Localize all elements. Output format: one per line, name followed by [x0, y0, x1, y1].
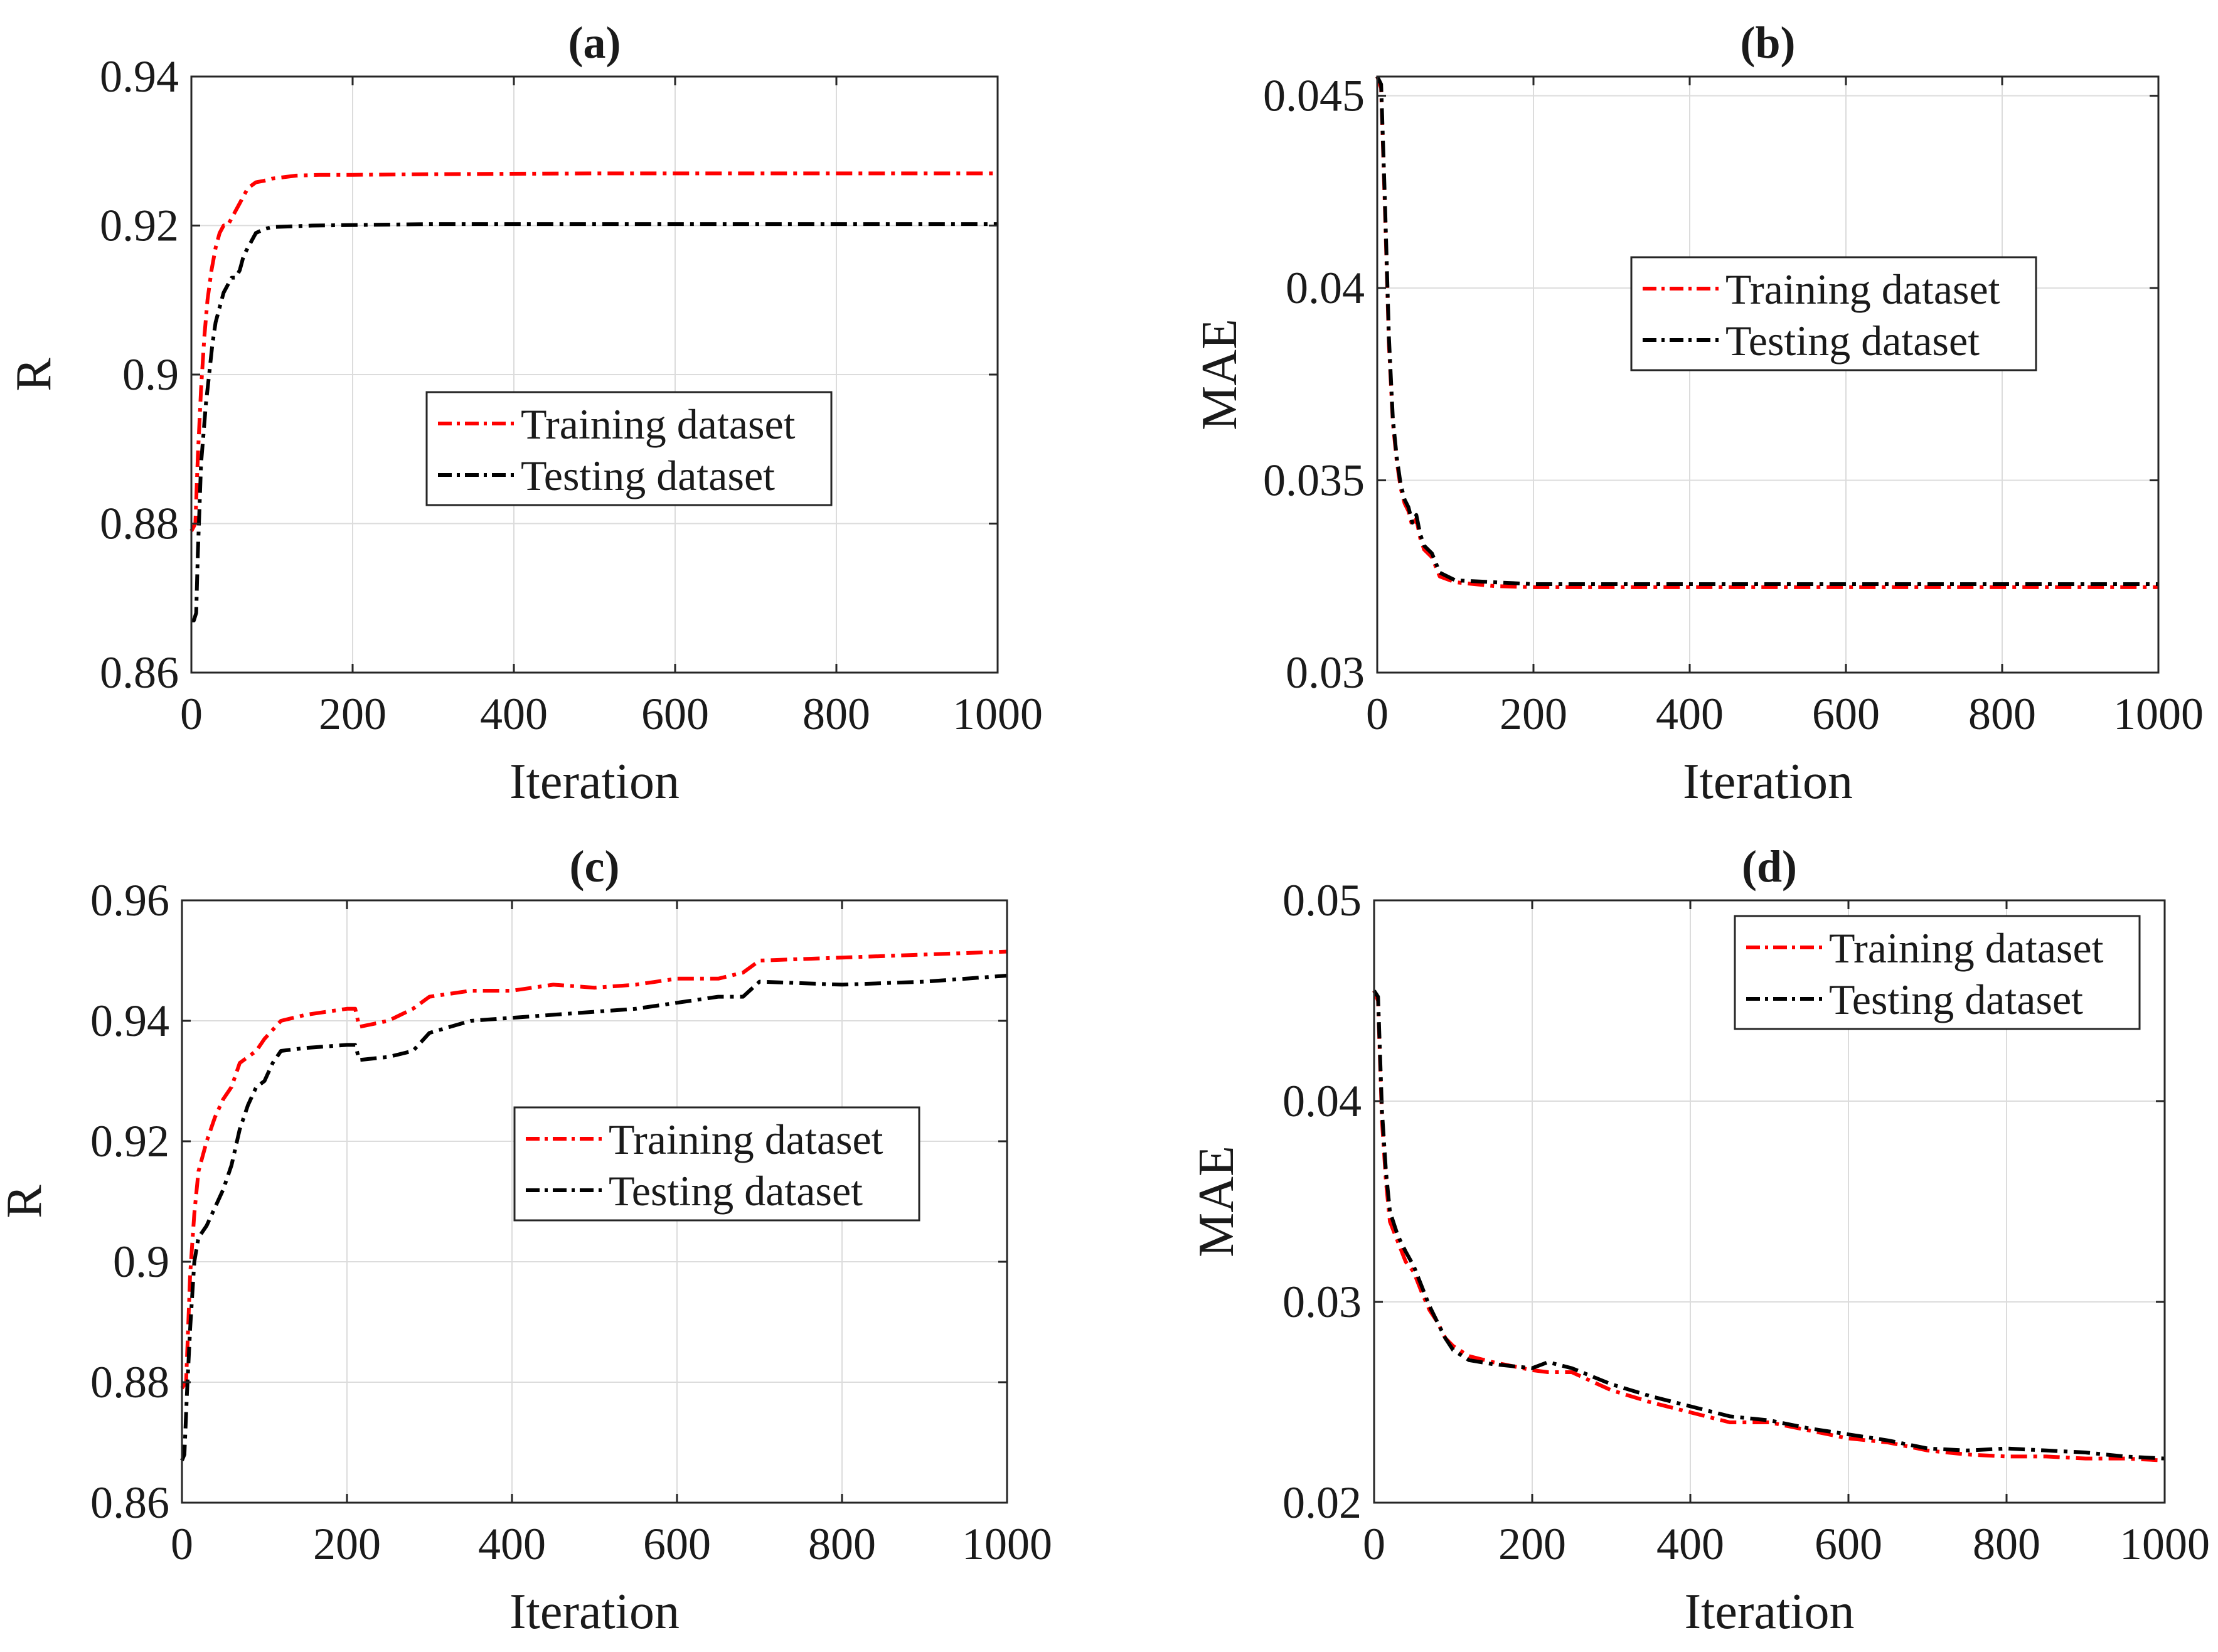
x-tick-label: 600: [641, 689, 709, 739]
x-tick-label: 200: [1500, 689, 1567, 739]
x-tick-label: 800: [1973, 1519, 2040, 1569]
legend-label-testing: Testing dataset: [1829, 976, 2083, 1023]
y-tick-label: 0.045: [1263, 71, 1365, 121]
legend-label-testing: Testing dataset: [609, 1167, 863, 1215]
x-tick-label: 400: [478, 1519, 546, 1569]
legend-box: [1734, 915, 2141, 1030]
y-tick-label: 0.86: [100, 647, 179, 698]
x-tick-label: 1000: [962, 1519, 1052, 1569]
y-tick-label: 0.92: [90, 1116, 169, 1166]
y-tick-label: 0.02: [1282, 1478, 1362, 1528]
y-axis-title: R: [6, 358, 61, 392]
y-tick-label: 0.9: [113, 1237, 169, 1287]
y-tick-label: 0.03: [1286, 647, 1365, 698]
x-axis-title: Iteration: [509, 754, 680, 809]
x-tick-label: 400: [1656, 1519, 1724, 1569]
x-tick-label: 800: [808, 1519, 876, 1569]
axes-box: [1373, 899, 2166, 1504]
legend-box: [513, 1106, 920, 1222]
panel-b: 0 200 400 600 800 1000 0.03 0.035 0.04 0.045 (b) It…: [1192, 18, 2204, 809]
series-line-testing: [1375, 75, 2158, 586]
x-axis-title: Iteration: [1685, 1584, 1855, 1639]
x-tick-label: 400: [480, 689, 548, 739]
x-tick-label: 600: [1812, 689, 1880, 739]
legend-label-training: Training dataset: [521, 400, 796, 448]
axes-box: [1376, 75, 2160, 674]
y-tick-label: 0.94: [90, 996, 169, 1046]
panel-d: 0 200 400 600 800 1000 0.02 0.03 0.04 0.05 (d) Iter…: [1189, 841, 2210, 1639]
y-tick-label: 0.04: [1286, 263, 1365, 313]
x-axis-title: Iteration: [1683, 754, 1853, 809]
x-tick-label: 600: [643, 1519, 711, 1569]
y-tick-label: 0.88: [100, 499, 179, 549]
series-line-training: [180, 949, 1008, 1390]
y-tick-label: 0.88: [90, 1357, 169, 1407]
y-tick-label: 0.05: [1282, 875, 1362, 925]
x-tick-label: 0: [171, 1519, 193, 1569]
panel-title: (d): [1742, 841, 1797, 892]
x-tick-label: 800: [802, 689, 870, 739]
panel-title: (b): [1741, 18, 1796, 68]
x-tick-label: 600: [1815, 1519, 1882, 1569]
panel-title: (c): [570, 841, 620, 892]
legend-label-training: Training dataset: [1829, 924, 2104, 972]
x-tick-label: 200: [313, 1519, 381, 1569]
x-axis-title: Iteration: [509, 1584, 680, 1639]
legend-label-testing: Testing dataset: [1725, 317, 1980, 365]
x-tick-label: 1000: [2119, 1519, 2210, 1569]
legend-label-testing: Testing dataset: [521, 452, 775, 499]
series-line-training: [1375, 76, 2158, 589]
axes-box: [181, 899, 1008, 1504]
series-line-training: [1372, 989, 2165, 1463]
x-tick-label: 400: [1656, 689, 1724, 739]
legend-box: [1630, 256, 2037, 371]
x-tick-label: 200: [1498, 1519, 1566, 1569]
y-tick-label: 0.94: [100, 51, 179, 102]
y-tick-label: 0.96: [90, 875, 169, 925]
y-tick-label: 0.92: [100, 201, 179, 251]
series-line-testing: [180, 974, 1008, 1461]
y-axis-title: R: [0, 1185, 52, 1218]
x-tick-label: 0: [1366, 689, 1389, 739]
x-tick-label: 0: [1363, 1519, 1385, 1569]
y-tick-label: 0.86: [90, 1478, 169, 1528]
series-line-testing: [1372, 989, 2165, 1461]
x-tick-label: 0: [180, 689, 203, 739]
x-tick-label: 800: [1968, 689, 2036, 739]
series-line-training: [189, 171, 998, 532]
y-tick-label: 0.035: [1263, 456, 1365, 506]
y-tick-label: 0.04: [1282, 1076, 1362, 1126]
legend-box: [425, 391, 833, 506]
y-axis-title: MAE: [1192, 319, 1247, 430]
x-tick-label: 1000: [952, 689, 1043, 739]
y-tick-label: 0.9: [122, 349, 179, 400]
y-tick-label: 0.03: [1282, 1277, 1362, 1327]
x-tick-label: 200: [319, 689, 387, 739]
legend-label-training: Training dataset: [1725, 265, 2000, 313]
panel-c: 0 200 400 600 800 1000 0.86 0.88 0.9 0.92 0.94 0.96…: [0, 841, 1052, 1639]
panel-a: 0 200 400 600 800 1000 0.86 0.88 0.9 0.92 0.94 (a) I…: [6, 18, 1043, 809]
y-axis-title: MAE: [1189, 1146, 1244, 1257]
panel-title: (a): [568, 18, 621, 68]
x-tick-label: 1000: [2113, 689, 2204, 739]
series-line-testing: [191, 222, 998, 622]
legend-label-training: Training dataset: [609, 1116, 883, 1163]
